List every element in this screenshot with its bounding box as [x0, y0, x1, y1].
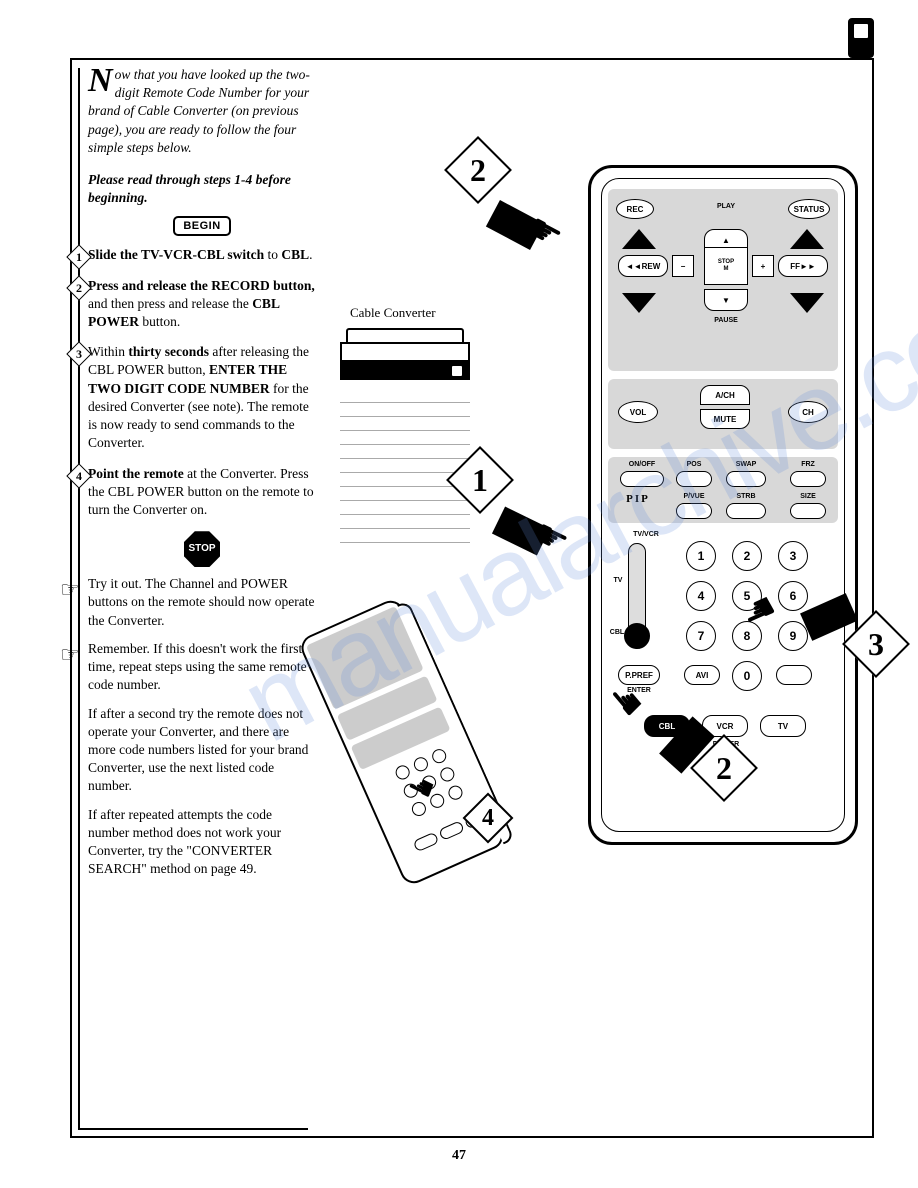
switch-tvvcr-label: TV/VCR	[626, 531, 666, 538]
callout-number: 3	[852, 620, 900, 668]
remote-icon	[848, 18, 874, 58]
stop-badge: STOP	[184, 531, 220, 567]
pip-size-label: SIZE	[790, 493, 826, 500]
avi-button: AVI	[684, 665, 720, 685]
ch-button: CH	[788, 401, 828, 423]
step-number: 3	[70, 345, 88, 363]
pip-size-button	[790, 503, 826, 519]
down-arrow-button: ▼	[704, 289, 748, 311]
begin-badge: BEGIN	[173, 216, 231, 237]
step-text: Within thirty seconds after releasing th…	[88, 343, 316, 452]
step-text: Point the remote at the Converter. Press…	[88, 465, 316, 520]
mode-switch-knob	[624, 623, 650, 649]
step-number: 2	[70, 279, 88, 297]
instruction-sidebar: N ow that you have looked up the two-dig…	[88, 66, 316, 889]
switch-cbl-label: CBL	[608, 629, 626, 636]
remote-section-pip: ON/OFF POS SWAP FRZ PIP P/VUE STRB SIZE	[608, 457, 838, 523]
step-4: 4 Point the remote at the Converter. Pre…	[88, 465, 316, 520]
ff-button: FF►►	[778, 255, 828, 277]
figure-area: Cable Converter REC PLAY STATUS ▲ ◄◄REW …	[340, 160, 858, 870]
pointing-hand-icon: ☞	[60, 640, 80, 670]
left-up-button	[622, 229, 656, 249]
callout-number: 2	[700, 744, 748, 792]
left-down-button	[622, 293, 656, 313]
callout-number: 1	[456, 456, 504, 504]
pip-strb-button	[726, 503, 766, 519]
pip-strb-label: STRB	[726, 493, 766, 500]
step-number: 1	[70, 248, 88, 266]
switch-tv-label: TV	[610, 577, 626, 584]
pip-frz-button	[790, 471, 826, 487]
right-down-button	[790, 293, 824, 313]
remember-text: Remember. If this doesn't work the first…	[88, 641, 307, 692]
cable-converter-illustration	[340, 328, 470, 386]
pip-onoff-label: ON/OFF	[620, 461, 664, 468]
pip-swap-label: SWAP	[726, 461, 766, 468]
minus-button: −	[672, 255, 694, 277]
pip-pos-label: POS	[676, 461, 712, 468]
mute-button: MUTE	[700, 409, 750, 429]
remote-section-playback: REC PLAY STATUS ▲ ◄◄REW − STOPM + FF►► ▼…	[608, 189, 838, 371]
pip-frz-label: FRZ	[790, 461, 826, 468]
please-read: Please read through steps 1-4 before beg…	[88, 171, 316, 207]
step-1: 1 Slide the TV-VCR-CBL switch to CBL.	[88, 246, 316, 264]
remote-section-vol-ch: VOL A/CH MUTE CH	[608, 379, 838, 449]
fallback2-para: If after repeated attempts the code numb…	[88, 806, 316, 879]
step-number: 4	[70, 467, 88, 485]
num-1: 1	[686, 541, 716, 571]
step-3: 3 Within thirty seconds after releasing …	[88, 343, 316, 452]
step-text: Press and release the RECORD button, and…	[88, 277, 316, 332]
intro-body: ow that you have looked up the two-digit…	[88, 67, 310, 155]
page-number: 47	[452, 1148, 466, 1164]
step-text: Slide the TV-VCR-CBL switch to CBL.	[88, 246, 316, 264]
num-0: 0	[732, 661, 762, 691]
status-button: STATUS	[788, 199, 830, 219]
right-up-button	[790, 229, 824, 249]
stop-label: STOP	[184, 531, 220, 567]
pip-swap-button	[726, 471, 766, 487]
play-label: PLAY	[706, 203, 746, 210]
pip-pvue-label: P/VUE	[676, 493, 712, 500]
num-4: 4	[686, 581, 716, 611]
intro-text: N ow that you have looked up the two-dig…	[88, 66, 316, 157]
num-3: 3	[778, 541, 808, 571]
stop-m-button: STOPM	[704, 247, 748, 285]
pointing-hand-icon: ☞	[60, 575, 80, 605]
pip-label: PIP	[616, 493, 660, 505]
sidebar-rule-bottom	[78, 1128, 308, 1130]
blank-button	[776, 665, 812, 685]
converter-label: Cable Converter	[350, 305, 436, 321]
num-6: 6	[778, 581, 808, 611]
callout-number: 4	[468, 798, 508, 838]
vol-button: VOL	[618, 401, 658, 423]
step-2: 2 Press and release the RECORD button, a…	[88, 277, 316, 332]
pip-onoff-button	[620, 471, 664, 487]
tv-power-button: TV	[760, 715, 806, 737]
rec-button: REC	[616, 199, 654, 219]
plus-button: +	[752, 255, 774, 277]
remember-para: ☞ Remember. If this doesn't work the fir…	[88, 640, 316, 695]
pause-label: PAUSE	[706, 317, 746, 324]
num-7: 7	[686, 621, 716, 651]
num-2: 2	[732, 541, 762, 571]
callout-number: 2	[454, 146, 502, 194]
dropcap: N	[88, 66, 113, 97]
manual-page: manualarchive.com N ow that you have loo…	[0, 0, 918, 1188]
num-9: 9	[778, 621, 808, 651]
pip-pvue-button	[676, 503, 712, 519]
tryit-para: ☞ Try it out. The Channel and POWER butt…	[88, 575, 316, 630]
tryit-text: Try it out. The Channel and POWER button…	[88, 576, 314, 627]
pointing-hand-icon: ☛	[519, 205, 570, 261]
pip-pos-button	[676, 471, 712, 487]
pointing-hand-icon: ☛	[526, 510, 576, 565]
rew-button: ◄◄REW	[618, 255, 668, 277]
remote-section-numpad: TV/VCR TV CBL 1 2 3 4 5 6 7 8 9 0 P.P	[608, 529, 838, 769]
ach-button: A/CH	[700, 385, 750, 405]
fallback1-para: If after a second try the remote does no…	[88, 705, 316, 796]
